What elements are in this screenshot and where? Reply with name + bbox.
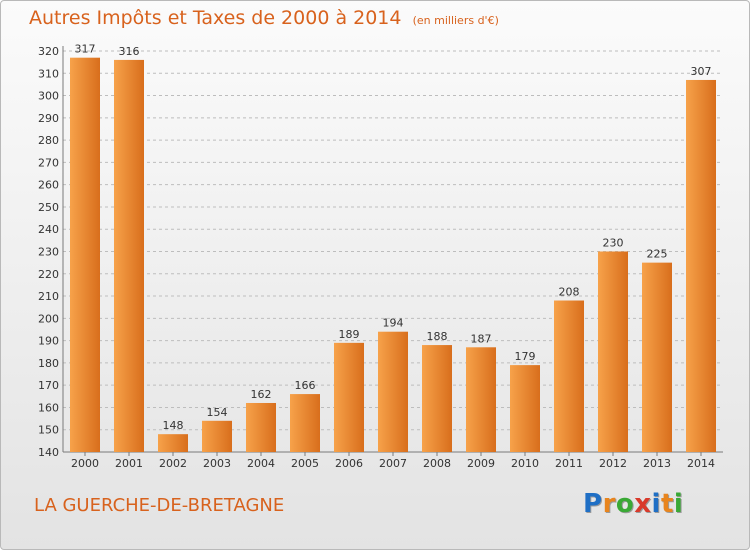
bar-2000 — [70, 57, 100, 452]
data-label-2014: 307 — [691, 65, 712, 78]
logo-letter: r — [602, 489, 616, 519]
x-tick-2007: 2007 — [379, 457, 407, 470]
data-label-2003: 154 — [207, 406, 228, 419]
bar-2011 — [554, 300, 584, 452]
x-tick-2010: 2010 — [511, 457, 539, 470]
y-tick-230: 230 — [38, 246, 59, 259]
y-tick-190: 190 — [38, 335, 59, 348]
data-label-2010: 179 — [515, 350, 536, 363]
bar-2014 — [686, 79, 716, 452]
logo-letter: o — [615, 489, 635, 519]
chart-unit-subtitle: (en milliers d'€) — [412, 14, 499, 27]
bar-2007 — [378, 331, 408, 452]
data-label-2000: 317 — [75, 43, 96, 56]
x-tick-2013: 2013 — [643, 457, 671, 470]
logo-letter: i — [651, 489, 661, 519]
chart-title-block: Autres Impôts et Taxes de 2000 à 2014 (e… — [29, 7, 499, 29]
y-tick-310: 310 — [38, 67, 59, 80]
x-tick-2000: 2000 — [71, 457, 99, 470]
logo-letter: t — [660, 489, 674, 519]
bar-2006 — [334, 342, 364, 452]
commune-name: LA GUERCHE-DE-BRETAGNE — [34, 495, 285, 516]
y-tick-260: 260 — [38, 179, 59, 192]
y-tick-labels: 140 150 160 170 180 190 200 210 220 230 240 250 260 2… — [38, 45, 59, 459]
y-tick-180: 180 — [38, 357, 59, 370]
bar-2010 — [510, 365, 540, 452]
y-tick-140: 140 — [38, 446, 59, 459]
x-tick-2012: 2012 — [599, 457, 627, 470]
y-tick-270: 270 — [38, 156, 59, 169]
x-tick-2014: 2014 — [687, 457, 715, 470]
data-label-2008: 188 — [427, 330, 448, 343]
x-tick-labels: 2000 2001 2002 2003 2004 2005 2006 2007 2008 2009… — [71, 457, 715, 470]
y-tick-170: 170 — [38, 379, 59, 392]
data-label-2007: 194 — [383, 317, 404, 330]
data-label-2012: 230 — [603, 237, 624, 250]
x-tick-2003: 2003 — [203, 457, 231, 470]
data-labels: 317 316 148 154 162 166 189 194 188 187 179 208 230 2… — [75, 43, 712, 432]
x-tick-2011: 2011 — [555, 457, 583, 470]
y-tick-300: 300 — [38, 90, 59, 103]
y-tick-210: 210 — [38, 290, 59, 303]
x-tick-2009: 2009 — [467, 457, 495, 470]
data-label-2004: 162 — [251, 388, 272, 401]
y-tick-150: 150 — [38, 424, 59, 437]
bar-2012 — [598, 251, 628, 452]
x-tick-2004: 2004 — [247, 457, 275, 470]
y-tick-240: 240 — [38, 223, 59, 236]
x-tick-2006: 2006 — [335, 457, 363, 470]
chart-title: Autres Impôts et Taxes de 2000 à 2014 — [29, 7, 402, 29]
x-tick-2001: 2001 — [115, 457, 143, 470]
data-label-2002: 148 — [163, 419, 184, 432]
y-tick-320: 320 — [38, 45, 59, 58]
logo-letter: x — [634, 489, 652, 519]
data-label-2009: 187 — [471, 332, 492, 345]
bar-2013 — [642, 262, 672, 452]
proxiti-logo[interactable]: Proxiti — [583, 489, 683, 519]
y-tick-220: 220 — [38, 268, 59, 281]
y-tick-290: 290 — [38, 112, 59, 125]
y-tick-280: 280 — [38, 134, 59, 147]
data-label-2005: 166 — [295, 379, 316, 392]
bar-2009 — [466, 347, 496, 452]
bar-2003 — [202, 420, 232, 452]
y-tick-200: 200 — [38, 312, 59, 325]
bar-2005 — [290, 394, 320, 452]
data-label-2001: 316 — [119, 45, 140, 58]
data-label-2013: 225 — [647, 248, 668, 261]
bar-2004 — [246, 402, 276, 452]
x-tick-2008: 2008 — [423, 457, 451, 470]
x-tick-2005: 2005 — [291, 457, 319, 470]
bar-2008 — [422, 345, 452, 452]
logo-letter: P — [583, 489, 603, 519]
data-label-2011: 208 — [559, 286, 580, 299]
bar-2002 — [158, 434, 188, 452]
y-tick-160: 160 — [38, 401, 59, 414]
bars — [70, 57, 716, 453]
bar-2001 — [114, 59, 144, 453]
logo-letter: i — [673, 489, 684, 519]
x-tick-2002: 2002 — [159, 457, 187, 470]
y-tick-250: 250 — [38, 201, 59, 214]
data-label-2006: 189 — [339, 328, 360, 341]
